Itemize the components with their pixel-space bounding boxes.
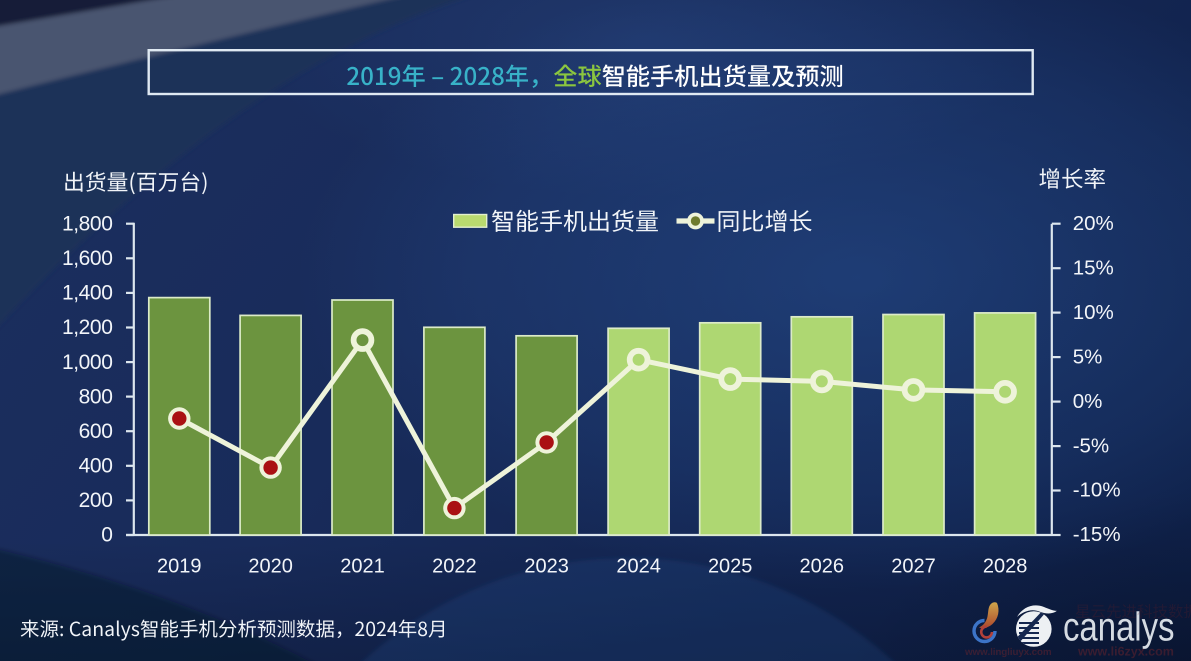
svg-text:1,000: 1,000 [62, 351, 113, 374]
svg-text:1,600: 1,600 [62, 247, 113, 270]
svg-text:2023: 2023 [524, 556, 569, 578]
svg-text:200: 200 [79, 489, 113, 512]
svg-text:20%: 20% [1073, 212, 1114, 235]
svg-text:600: 600 [79, 420, 113, 443]
svg-text:1,800: 1,800 [62, 212, 113, 235]
svg-text:-15%: -15% [1073, 523, 1121, 546]
svg-text:800: 800 [79, 385, 113, 408]
svg-text:-5%: -5% [1073, 434, 1109, 457]
svg-text:2026: 2026 [800, 556, 845, 578]
svg-text:400: 400 [79, 455, 113, 478]
svg-text:0: 0 [101, 524, 112, 547]
svg-text:2022: 2022 [432, 556, 477, 578]
svg-text:1,400: 1,400 [62, 282, 113, 305]
svg-text:2027: 2027 [891, 556, 936, 578]
svg-text:2021: 2021 [340, 556, 385, 578]
svg-text:2019: 2019 [157, 556, 202, 578]
svg-text:-10%: -10% [1073, 479, 1121, 502]
svg-text:2028: 2028 [983, 556, 1028, 578]
svg-text:2024: 2024 [616, 556, 661, 578]
svg-text:5%: 5% [1073, 345, 1103, 368]
svg-text:2020: 2020 [248, 556, 293, 578]
svg-text:2025: 2025 [708, 556, 753, 578]
svg-text:0%: 0% [1073, 390, 1103, 413]
svg-text:15%: 15% [1073, 256, 1114, 279]
svg-text:10%: 10% [1073, 301, 1114, 324]
svg-text:1,200: 1,200 [62, 316, 113, 339]
